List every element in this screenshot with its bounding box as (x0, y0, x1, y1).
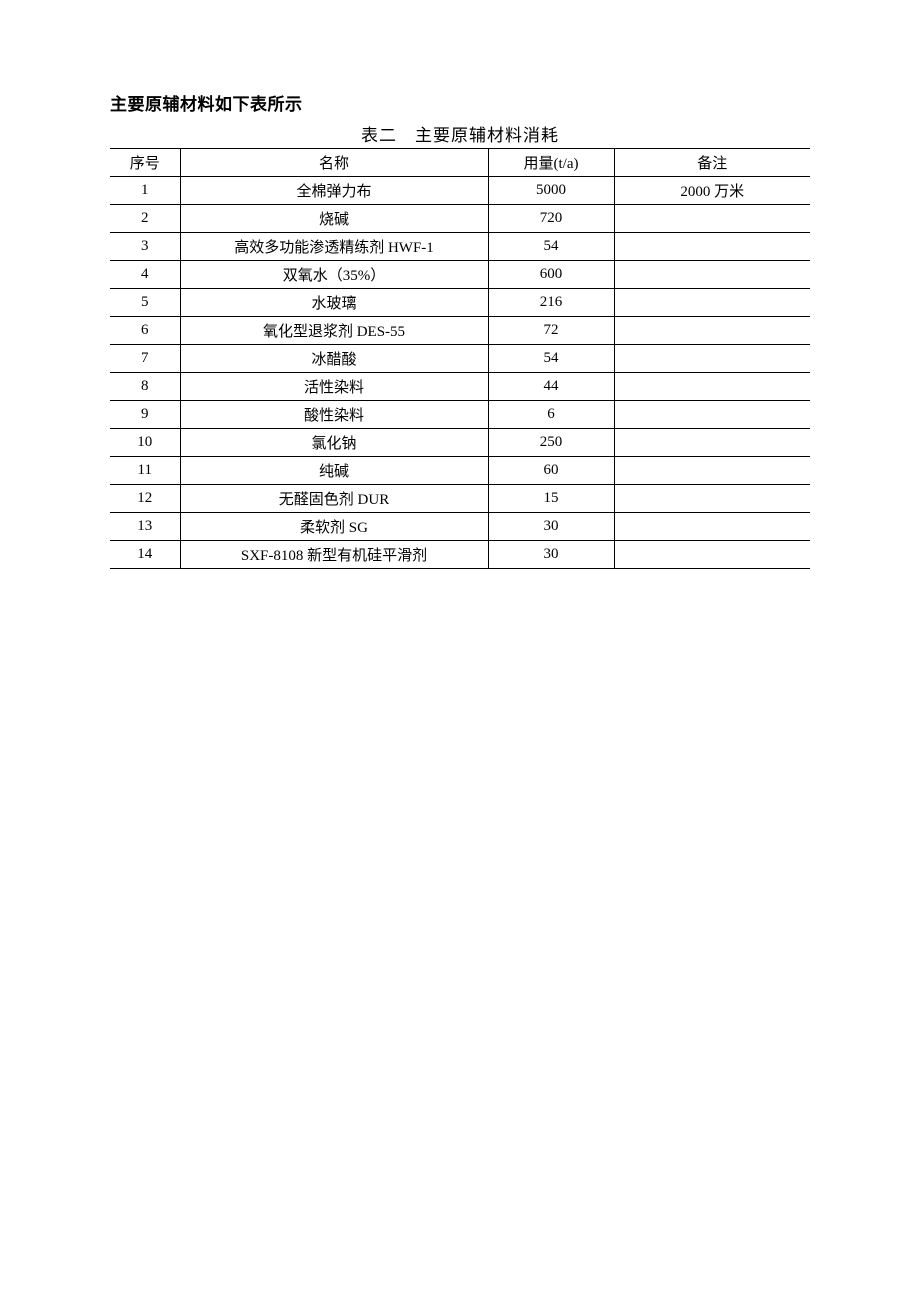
cell-index: 3 (110, 233, 180, 261)
cell-note (614, 429, 810, 457)
col-header-amount: 用量(t/a) (488, 149, 614, 177)
table-row: 5水玻璃216 (110, 289, 810, 317)
cell-amount: 15 (488, 485, 614, 513)
cell-note (614, 485, 810, 513)
cell-index: 13 (110, 513, 180, 541)
table-row: 11纯碱60 (110, 457, 810, 485)
table-row: 1全棉弹力布50002000 万米 (110, 177, 810, 205)
cell-note (614, 373, 810, 401)
col-header-name: 名称 (180, 149, 488, 177)
cell-index: 8 (110, 373, 180, 401)
cell-index: 9 (110, 401, 180, 429)
cell-name: 氯化钠 (180, 429, 488, 457)
table-row: 9酸性染料6 (110, 401, 810, 429)
cell-amount: 250 (488, 429, 614, 457)
table-caption: 表二主要原辅材料消耗 (110, 121, 810, 146)
cell-index: 14 (110, 541, 180, 569)
cell-name: 无醛固色剂 DUR (180, 485, 488, 513)
cell-name: SXF-8108 新型有机硅平滑剂 (180, 541, 488, 569)
cell-note (614, 317, 810, 345)
cell-name: 水玻璃 (180, 289, 488, 317)
cell-amount: 30 (488, 513, 614, 541)
cell-index: 6 (110, 317, 180, 345)
cell-amount: 600 (488, 261, 614, 289)
cell-amount: 216 (488, 289, 614, 317)
cell-note (614, 233, 810, 261)
table-row: 10氯化钠250 (110, 429, 810, 457)
table-row: 12无醛固色剂 DUR15 (110, 485, 810, 513)
table-row: 4双氧水（35%）600 (110, 261, 810, 289)
cell-index: 10 (110, 429, 180, 457)
cell-amount: 44 (488, 373, 614, 401)
cell-amount: 54 (488, 345, 614, 373)
table-body: 1全棉弹力布50002000 万米2烧碱7203高效多功能渗透精练剂 HWF-1… (110, 177, 810, 569)
cell-note: 2000 万米 (614, 177, 810, 205)
doc-title: 主要原辅材料如下表所示 (110, 90, 810, 115)
table-row: 6氧化型退浆剂 DES-5572 (110, 317, 810, 345)
cell-amount: 720 (488, 205, 614, 233)
cell-note (614, 345, 810, 373)
table-row: 13柔软剂 SG30 (110, 513, 810, 541)
cell-note (614, 457, 810, 485)
cell-amount: 6 (488, 401, 614, 429)
caption-text: 主要原辅材料消耗 (415, 126, 559, 145)
cell-index: 12 (110, 485, 180, 513)
cell-amount: 54 (488, 233, 614, 261)
cell-index: 11 (110, 457, 180, 485)
cell-name: 柔软剂 SG (180, 513, 488, 541)
table-row: 7冰醋酸54 (110, 345, 810, 373)
table-row: 3高效多功能渗透精练剂 HWF-154 (110, 233, 810, 261)
cell-name: 烧碱 (180, 205, 488, 233)
caption-prefix: 表二 (361, 126, 397, 145)
cell-index: 5 (110, 289, 180, 317)
materials-table: 序号 名称 用量(t/a) 备注 1全棉弹力布50002000 万米2烧碱720… (110, 148, 810, 569)
cell-note (614, 205, 810, 233)
cell-note (614, 261, 810, 289)
cell-amount: 30 (488, 541, 614, 569)
table-row: 2烧碱720 (110, 205, 810, 233)
cell-note (614, 541, 810, 569)
cell-amount: 5000 (488, 177, 614, 205)
cell-index: 2 (110, 205, 180, 233)
cell-index: 7 (110, 345, 180, 373)
cell-name: 酸性染料 (180, 401, 488, 429)
cell-note (614, 513, 810, 541)
cell-amount: 60 (488, 457, 614, 485)
cell-index: 4 (110, 261, 180, 289)
col-header-note: 备注 (614, 149, 810, 177)
cell-index: 1 (110, 177, 180, 205)
cell-amount: 72 (488, 317, 614, 345)
cell-name: 全棉弹力布 (180, 177, 488, 205)
cell-name: 高效多功能渗透精练剂 HWF-1 (180, 233, 488, 261)
cell-name: 冰醋酸 (180, 345, 488, 373)
table-row: 8活性染料44 (110, 373, 810, 401)
cell-name: 纯碱 (180, 457, 488, 485)
cell-name: 活性染料 (180, 373, 488, 401)
col-header-index: 序号 (110, 149, 180, 177)
table-row: 14SXF-8108 新型有机硅平滑剂30 (110, 541, 810, 569)
cell-name: 双氧水（35%） (180, 261, 488, 289)
cell-note (614, 401, 810, 429)
cell-name: 氧化型退浆剂 DES-55 (180, 317, 488, 345)
cell-note (614, 289, 810, 317)
table-header-row: 序号 名称 用量(t/a) 备注 (110, 149, 810, 177)
